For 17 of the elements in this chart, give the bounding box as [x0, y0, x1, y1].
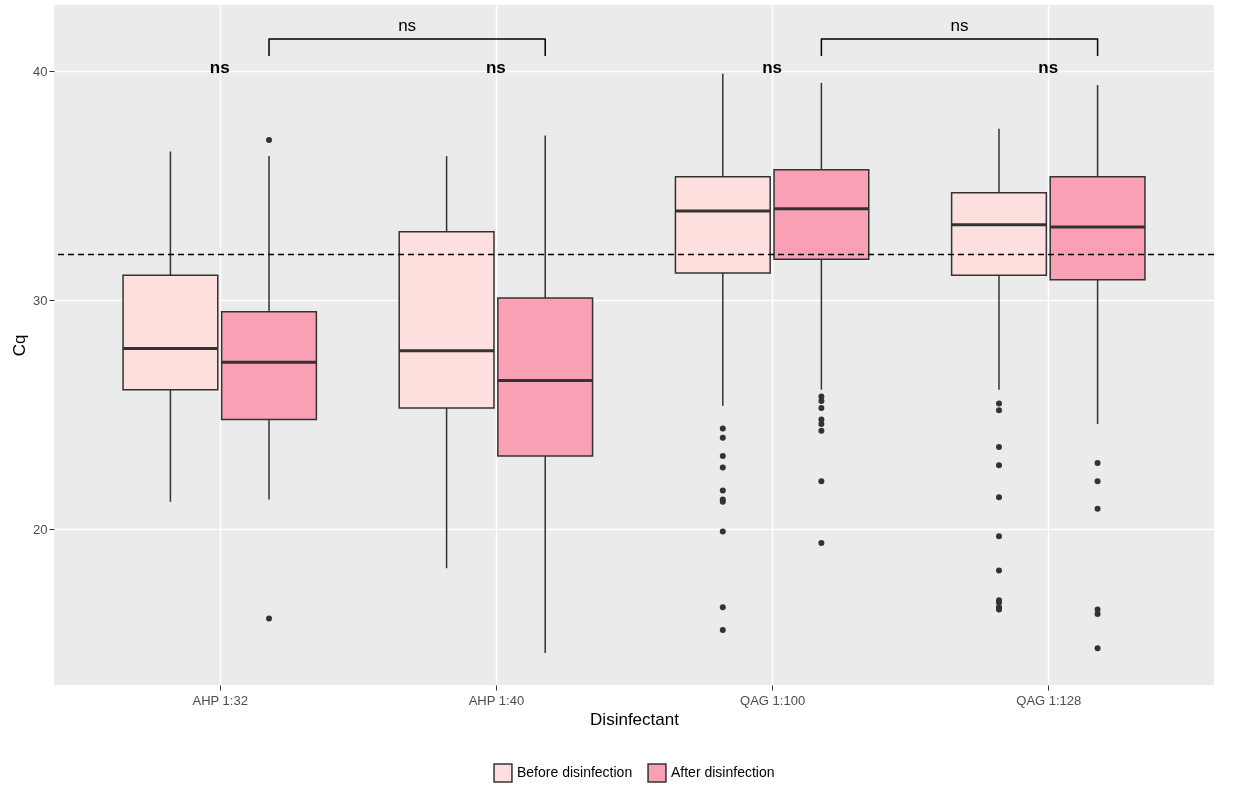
y-tick-label: 40	[33, 63, 48, 79]
annotation: ns	[950, 16, 969, 35]
annotation: ns	[762, 58, 783, 78]
annotation: ns	[209, 58, 230, 78]
y-axis-title: Cq	[10, 334, 30, 357]
annotation: ns	[485, 58, 506, 78]
x-tick-label: QAG 1:100	[740, 692, 806, 708]
annotation: ns	[1038, 58, 1059, 78]
x-tick-label: AHP 1:32	[192, 692, 248, 708]
annotation: ns	[398, 16, 417, 35]
legend-label: Before disinfection	[517, 764, 633, 781]
x-tick-label: AHP 1:40	[468, 692, 525, 708]
y-tick-label: 20	[33, 521, 48, 537]
legend-label: After disinfection	[671, 764, 775, 781]
y-tick-label: 30	[33, 292, 48, 308]
x-tick-label: QAG 1:128	[1016, 692, 1082, 708]
x-axis-title: Disinfectant	[590, 709, 680, 729]
